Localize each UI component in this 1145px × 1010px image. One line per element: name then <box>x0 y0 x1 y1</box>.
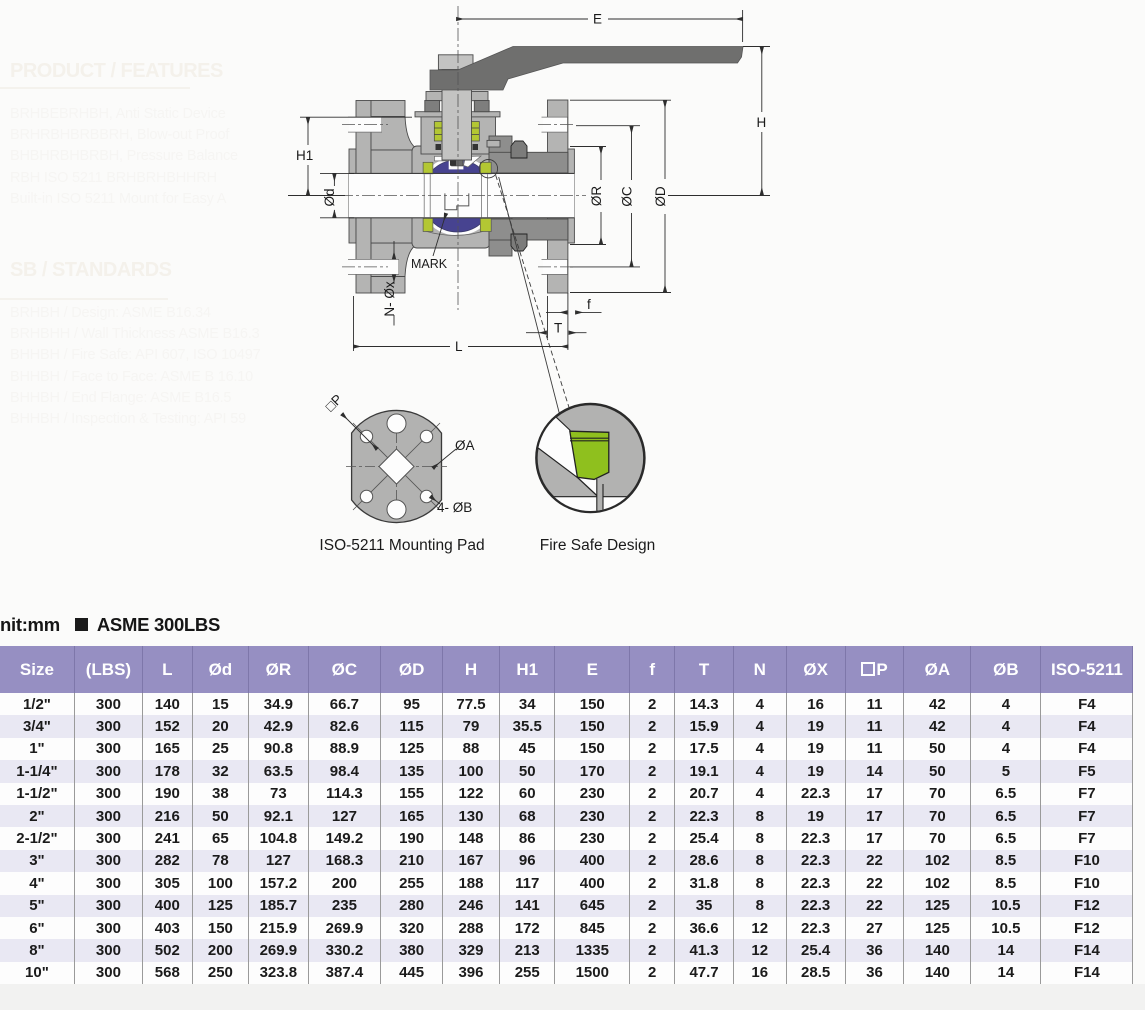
svg-text:□P: □P <box>322 391 345 414</box>
svg-text:N- Øx: N- Øx <box>382 281 397 316</box>
svg-text:T: T <box>554 321 562 336</box>
svg-text:H1: H1 <box>296 148 313 163</box>
svg-text:ØR: ØR <box>589 186 604 207</box>
svg-text:L: L <box>455 339 463 354</box>
svg-text:ØA: ØA <box>455 438 475 453</box>
svg-text:ØD: ØD <box>653 186 668 207</box>
svg-text:ØC: ØC <box>620 186 635 207</box>
svg-text:Ød: Ød <box>322 188 337 206</box>
svg-text:f: f <box>587 297 591 312</box>
svg-text:E: E <box>593 12 602 27</box>
svg-text:ISO-5211 Mounting Pad: ISO-5211 Mounting Pad <box>319 537 484 554</box>
svg-text:MARK: MARK <box>411 257 448 271</box>
svg-text:H: H <box>757 115 767 130</box>
svg-text:Fire Safe Design: Fire Safe Design <box>540 537 655 554</box>
svg-text:4- ØB: 4- ØB <box>437 500 472 515</box>
